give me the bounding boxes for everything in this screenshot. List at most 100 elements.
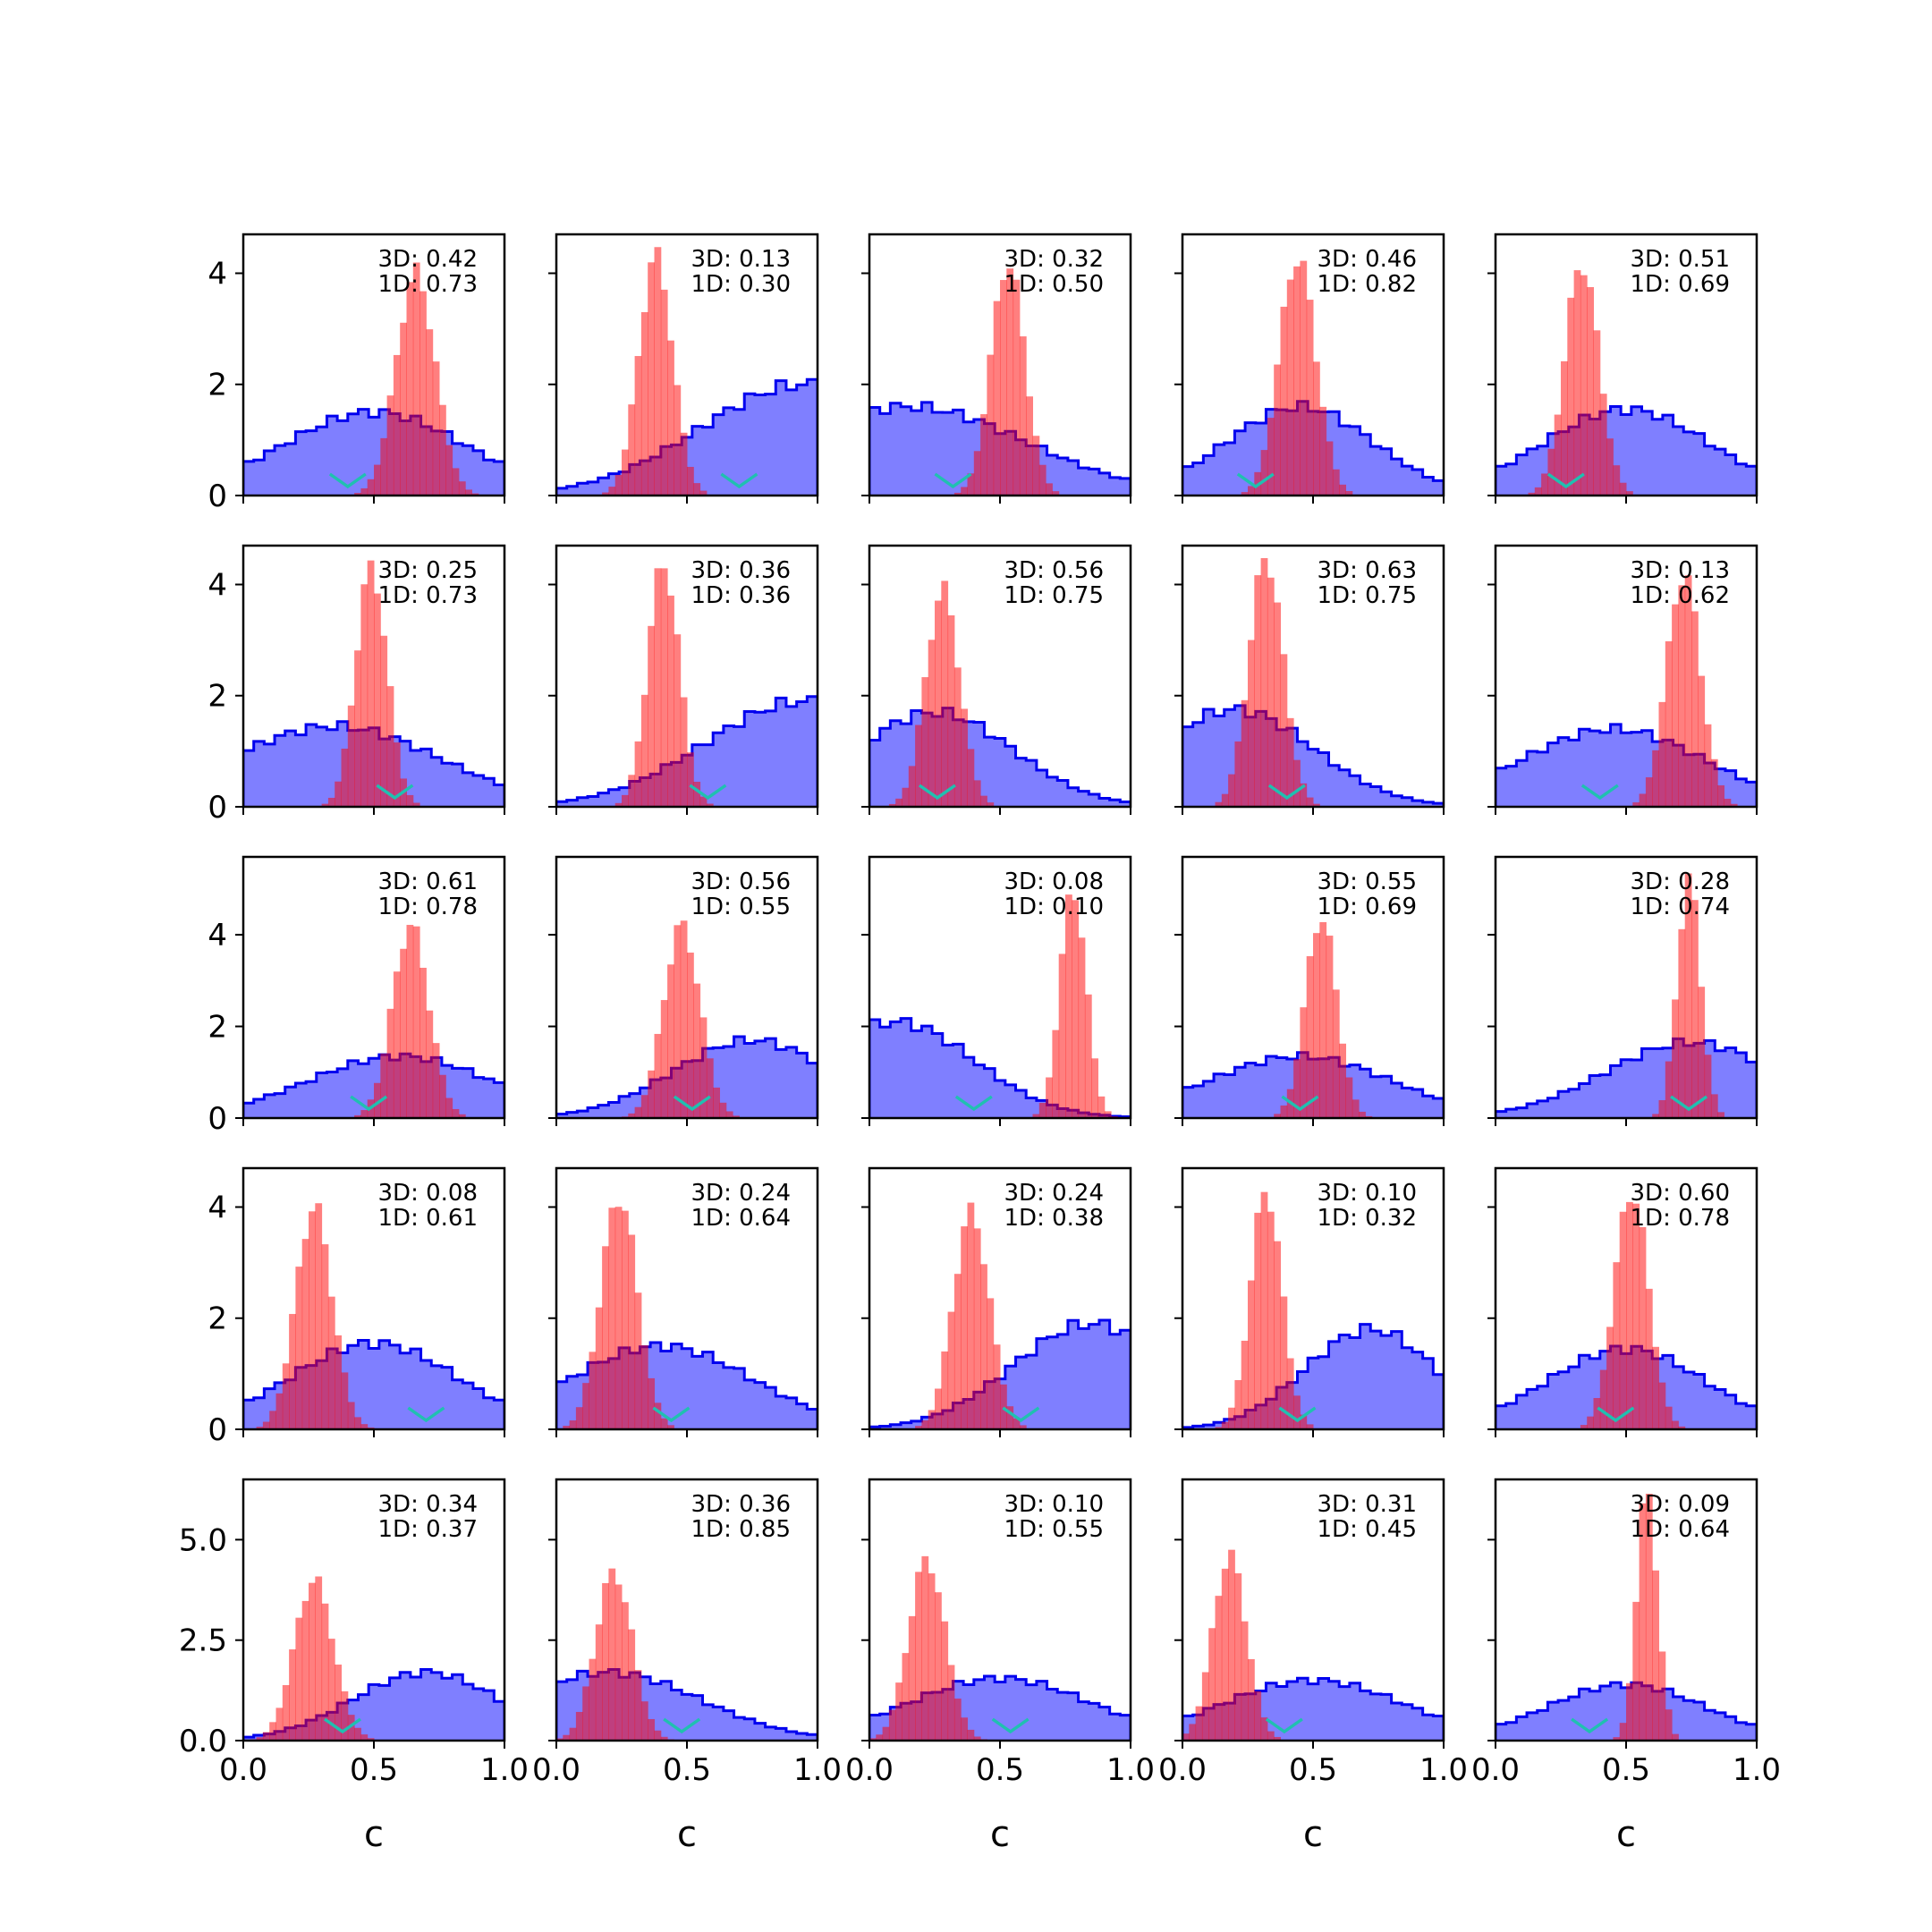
estimate-marker — [323, 1717, 361, 1734]
red-histogram-bar — [915, 1572, 922, 1741]
red-histogram-bar — [301, 1600, 309, 1741]
red-histogram-bar — [1026, 396, 1033, 496]
label-3d: 3D: 0.08 — [1004, 869, 1104, 895]
red-histogram-bar — [1221, 1421, 1229, 1429]
red-histogram-bar — [327, 1296, 335, 1429]
label-1d: 1D: 0.64 — [691, 1205, 791, 1232]
red-histogram-bar — [961, 1717, 968, 1741]
red-histogram-bar — [315, 1576, 323, 1741]
red-histogram-bar — [648, 1718, 655, 1741]
red-histogram-bar — [1658, 1100, 1666, 1118]
red-histogram-bar — [608, 487, 616, 496]
red-histogram-bar — [1534, 487, 1542, 496]
red-histogram-bar — [1652, 1346, 1659, 1429]
red-histogram-bar — [289, 1314, 296, 1429]
red-histogram-bar — [654, 1033, 662, 1118]
red-histogram-bar — [1234, 1572, 1242, 1741]
red-histogram-bar — [660, 1736, 668, 1741]
y-tick-label: 2 — [208, 679, 227, 715]
blue-histogram-edge — [1182, 704, 1444, 807]
red-histogram-bar — [354, 1114, 361, 1118]
red-histogram-bar — [1613, 1262, 1621, 1429]
red-histogram-bar — [380, 437, 388, 496]
red-histogram-bar — [1228, 774, 1235, 807]
red-histogram-bar — [634, 741, 642, 807]
red-histogram-bar — [888, 1709, 896, 1741]
red-histogram-bar — [1274, 364, 1281, 496]
red-histogram-bar — [321, 1244, 329, 1429]
red-histogram-bar — [1000, 1384, 1007, 1429]
red-histogram-bar — [1280, 654, 1288, 807]
panel-plot-area — [1496, 1494, 1757, 1741]
red-histogram-bar — [275, 1393, 284, 1429]
red-histogram-bar — [347, 1402, 355, 1429]
red-histogram-bar — [458, 481, 466, 496]
x-tick-label: 0.5 — [976, 1752, 1024, 1788]
label-3d: 3D: 0.13 — [1631, 557, 1730, 584]
red-histogram-bar — [634, 356, 642, 496]
estimate-marker — [1236, 472, 1275, 489]
red-histogram-bar — [1293, 1059, 1301, 1118]
red-histogram-bar — [367, 479, 375, 496]
label-1d: 1D: 0.78 — [378, 894, 478, 920]
red-histogram-bar — [973, 780, 981, 807]
red-histogram-bar — [648, 1377, 655, 1429]
red-histogram-bar — [935, 1592, 942, 1741]
red-histogram-bar — [1639, 1503, 1647, 1741]
red-histogram-bar — [1254, 575, 1262, 807]
estimate-marker — [720, 472, 758, 489]
red-histogram-bar — [993, 301, 1001, 496]
red-histogram-bar — [640, 694, 648, 807]
red-histogram-bar — [1274, 1114, 1281, 1118]
red-histogram-bar — [1189, 1724, 1197, 1741]
red-histogram-bar — [1678, 928, 1686, 1118]
red-histogram-bar — [1260, 1191, 1268, 1429]
panel-plot-area — [1182, 260, 1444, 496]
y-tick-label: 4 — [208, 1190, 227, 1225]
red-histogram-bar — [980, 795, 987, 807]
blue-histogram-edge — [1496, 1037, 1757, 1118]
red-histogram-bar — [282, 1363, 290, 1429]
label-1d: 1D: 0.55 — [1004, 1516, 1104, 1543]
red-histogram-bar — [1665, 640, 1673, 807]
label-3d: 3D: 0.28 — [1631, 869, 1730, 895]
red-histogram-bar — [1658, 1651, 1666, 1741]
red-histogram-bar — [1678, 585, 1686, 807]
red-histogram-bar — [699, 490, 708, 496]
red-histogram-bar — [608, 1568, 616, 1741]
red-histogram-bar — [1724, 799, 1732, 807]
red-histogram-bar — [1717, 1112, 1724, 1118]
red-histogram-bar — [1319, 406, 1327, 496]
red-histogram-bar — [674, 385, 682, 496]
red-histogram-bar — [1215, 801, 1223, 807]
label-3d: 3D: 0.10 — [1004, 1491, 1104, 1518]
estimate-marker — [918, 784, 956, 801]
red-histogram-bar — [1228, 1407, 1235, 1429]
red-histogram-bar — [699, 1017, 708, 1118]
label-3d: 3D: 0.36 — [691, 1491, 791, 1518]
red-histogram-bar — [1313, 933, 1320, 1118]
red-histogram-bar — [961, 708, 968, 807]
red-histogram-bar — [360, 584, 369, 807]
red-histogram-bar — [693, 983, 701, 1118]
red-histogram-bar — [680, 432, 688, 496]
red-histogram-bar — [1645, 777, 1653, 807]
red-histogram-bar — [614, 1584, 623, 1741]
red-histogram-bar — [1084, 994, 1092, 1118]
red-histogram-bar — [1306, 300, 1314, 496]
red-histogram-bar — [275, 1707, 284, 1741]
label-3d: 3D: 0.31 — [1318, 1491, 1417, 1518]
red-histogram-bar — [256, 1737, 264, 1741]
red-histogram-bar — [654, 568, 662, 807]
red-histogram-bar — [1599, 1369, 1607, 1429]
y-tick-label: 0 — [208, 790, 227, 826]
blue-histogram-fill — [869, 1018, 1131, 1118]
red-histogram-bar — [1561, 360, 1568, 496]
red-histogram-bar — [1606, 438, 1614, 496]
red-histogram-bar — [967, 1202, 975, 1429]
red-histogram-bar — [1286, 717, 1294, 807]
label-3d: 3D: 0.25 — [378, 557, 478, 584]
